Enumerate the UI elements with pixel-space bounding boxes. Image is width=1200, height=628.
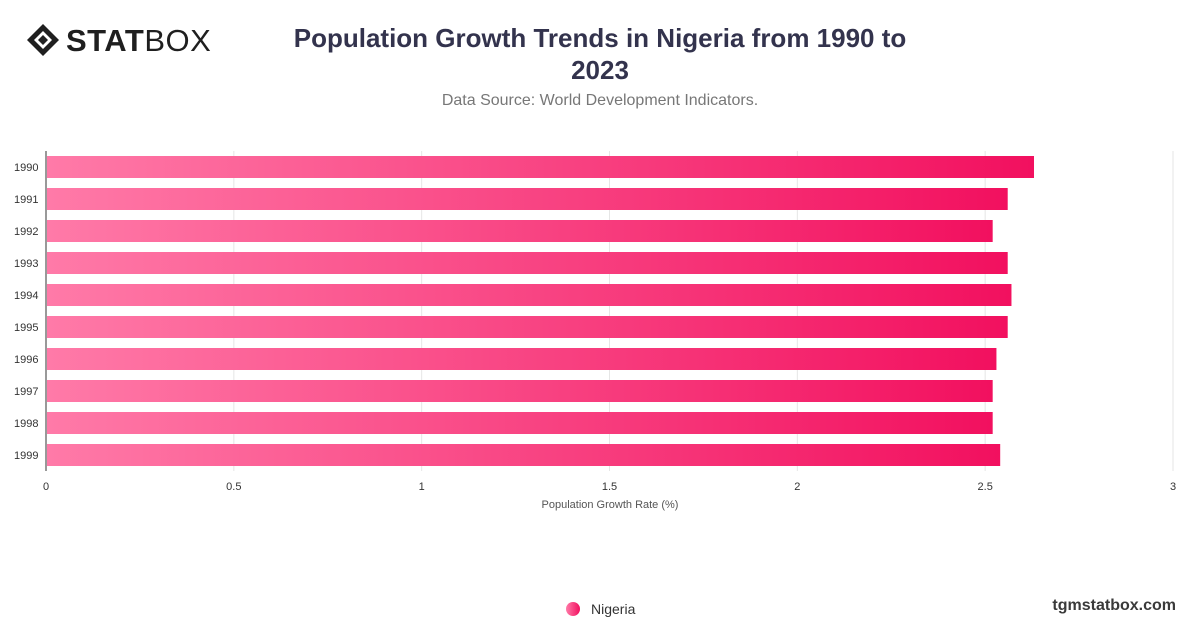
- logo-diamond-icon: [27, 24, 59, 56]
- x-axis-title: Population Growth Rate (%): [542, 499, 679, 511]
- bar-1997[interactable]: [47, 380, 993, 402]
- legend[interactable]: Nigeria: [566, 601, 635, 617]
- y-tick-label: 1995: [14, 322, 38, 334]
- bar-1998[interactable]: [47, 412, 993, 434]
- bar-1996[interactable]: [47, 348, 997, 370]
- chart-title: Population Growth Trends in Nigeria from…: [293, 23, 907, 85]
- y-tick-label: 1998: [14, 418, 38, 430]
- x-tick-label: 0: [43, 481, 49, 493]
- watermark: tgmstatbox.com: [1052, 597, 1176, 614]
- bar-1993[interactable]: [47, 252, 1008, 274]
- legend-swatch-icon: [566, 602, 580, 616]
- bar-1999[interactable]: [47, 444, 1001, 466]
- x-tick-label: 3: [1170, 481, 1176, 493]
- bar-1995[interactable]: [47, 316, 1008, 338]
- bar-1994[interactable]: [47, 284, 1012, 306]
- bar-1991[interactable]: [47, 188, 1008, 210]
- x-tick-label: 0.5: [226, 481, 241, 493]
- x-tick-label: 1.5: [602, 481, 617, 493]
- bar-1992[interactable]: [47, 220, 993, 242]
- logo-text-bold: STAT: [66, 22, 145, 58]
- y-tick-label: 1994: [14, 290, 38, 302]
- bars: [47, 156, 1035, 466]
- legend-label: Nigeria: [591, 601, 636, 617]
- y-tick-label: 1993: [14, 258, 38, 270]
- y-tick-label: 1997: [14, 386, 38, 398]
- logo-text-light: BOX: [144, 22, 212, 58]
- y-tick-label: 1991: [14, 194, 38, 206]
- bar-1990[interactable]: [47, 156, 1035, 178]
- x-tick-label: 2.5: [978, 481, 993, 493]
- axes: 0 0.5 1 1.5 2 2.5 3 1990 1991 1992 1993 1994 1995 199…: [14, 151, 1176, 493]
- y-tick-label: 1992: [14, 226, 38, 238]
- y-tick-label: 1996: [14, 354, 38, 366]
- x-tick-label: 2: [794, 481, 800, 493]
- logo-text: STATBOX: [66, 25, 211, 56]
- y-tick-label: 1990: [14, 162, 38, 174]
- x-tick-label: 1: [419, 481, 425, 493]
- statbox-logo: STATBOX: [26, 22, 211, 58]
- y-tick-label: 1999: [14, 450, 38, 462]
- chart-subtitle: Data Source: World Development Indicator…: [441, 92, 759, 109]
